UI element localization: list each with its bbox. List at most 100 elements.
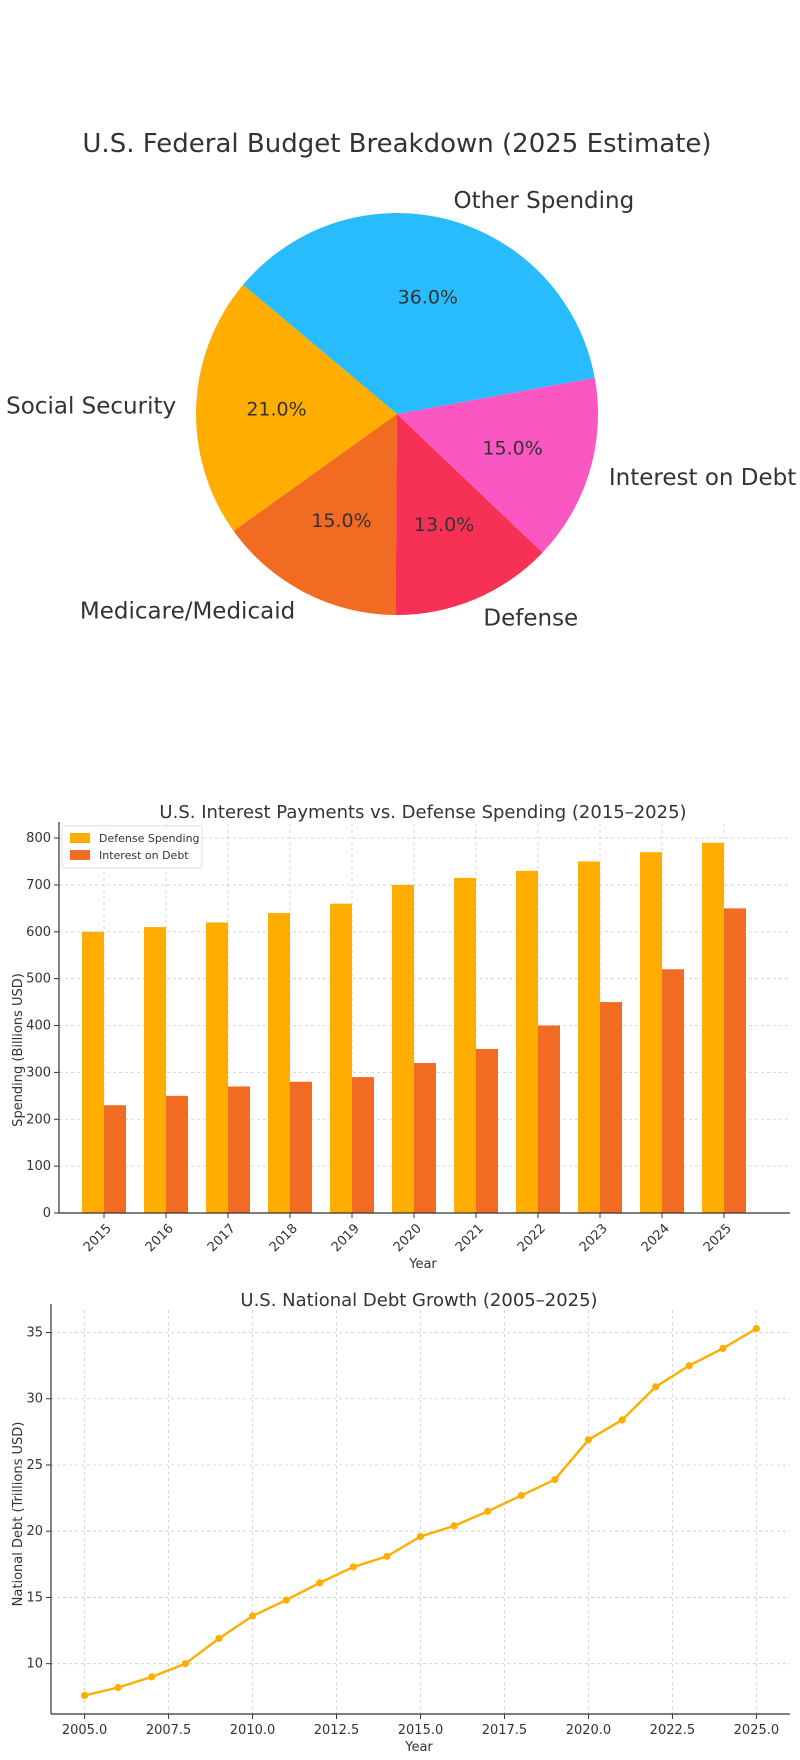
line-point-2013 (349, 1563, 357, 1571)
line-xtick-label: 2012.5 (314, 1723, 360, 1738)
line-ytick-label: 30 (26, 1392, 43, 1407)
line-xtick-label: 2005.0 (62, 1723, 108, 1738)
bar-interest-on-debt-2023 (600, 1002, 622, 1213)
bar-defense-spending-2025 (702, 842, 724, 1213)
pie-pct-label-interest-on-debt: 15.0% (482, 438, 542, 460)
bar-xtick-label: 2022 (515, 1221, 549, 1255)
bar-xtick-label: 2019 (329, 1221, 363, 1255)
bar-ytick-label: 300 (26, 1065, 51, 1080)
bar-ytick-label: 600 (26, 925, 51, 940)
line-point-2011 (282, 1596, 290, 1604)
bar-interest-on-debt-2024 (662, 969, 684, 1213)
line-point-2006 (114, 1683, 122, 1692)
pie-chart-title: U.S. Federal Budget Breakdown (2025 Esti… (82, 129, 711, 159)
bar-defense-spending-2019 (330, 903, 352, 1213)
line-ytick-label: 20 (26, 1524, 43, 1539)
line-ytick-label: 25 (26, 1458, 43, 1473)
line-chart-ylabel: National Debt (Trillions USD) (11, 1422, 26, 1607)
line-point-2022 (652, 1383, 660, 1391)
bar-ytick-label: 200 (26, 1112, 51, 1127)
bar-chart-xlabel: Year (408, 1257, 437, 1272)
line-point-2015 (416, 1532, 425, 1541)
bar-ytick-label: 700 (26, 878, 51, 893)
line-chart-title: U.S. National Debt Growth (2005–2025) (240, 1290, 597, 1311)
pie-slice-other-spending (243, 213, 595, 414)
bar-xtick-label: 2021 (453, 1221, 487, 1255)
bar-xtick-label: 2017 (205, 1221, 239, 1255)
pie-label-other-spending: Other Spending (454, 188, 635, 214)
line-xtick-label: 2025.0 (734, 1723, 780, 1738)
pie-slice-interest-on-debt (397, 377, 599, 553)
legend-swatch-interest (70, 850, 90, 860)
pie-slice-social-security (196, 284, 397, 532)
bar-defense-spending-2015 (82, 931, 104, 1213)
line-xtick-label: 2007.5 (146, 1723, 192, 1738)
bar-ytick-label: 800 (26, 831, 51, 846)
pie-pct-label-defense: 13.0% (414, 514, 474, 536)
pie-chart: U.S. Federal Budget Breakdown (2025 Esti… (6, 129, 796, 632)
bar-marks (82, 842, 746, 1213)
line-point-2019 (551, 1475, 559, 1484)
pie-slice-defense (395, 414, 543, 616)
line-point-2024 (719, 1344, 727, 1353)
bar-interest-on-debt-2018 (290, 1081, 312, 1213)
line-point-2009 (215, 1634, 223, 1643)
line-point-2005 (80, 1691, 89, 1700)
bar-interest-on-debt-2025 (724, 908, 746, 1213)
bar-ytick-label: 0 (43, 1206, 51, 1221)
bar-chart-ylabel: Spending (Billions USD) (11, 973, 26, 1127)
line-point-2025 (752, 1324, 761, 1333)
line-chart-xlabel: Year (404, 1740, 433, 1755)
line-xtick-label: 2017.5 (482, 1723, 528, 1738)
line-xtick-label: 2010.0 (230, 1723, 276, 1738)
pie-pct-label-social-security: 21.0% (246, 398, 306, 420)
bar-xtick-label: 2015 (81, 1221, 115, 1255)
legend-label-interest: Interest on Debt (99, 849, 189, 862)
bar-interest-on-debt-2015 (104, 1105, 126, 1213)
bar-defense-spending-2023 (578, 861, 600, 1213)
legend-swatch-defense (70, 833, 90, 843)
line-point-2012 (316, 1579, 324, 1587)
bar-interest-on-debt-2020 (414, 1063, 436, 1213)
pie-label-social-security: Social Security (6, 394, 176, 420)
line-ytick-label: 15 (26, 1590, 43, 1605)
pie-slice-medicare-medicaid (233, 414, 397, 615)
bar-defense-spending-2021 (454, 877, 476, 1213)
bar-xtick-label: 2024 (639, 1221, 673, 1255)
bar-interest-on-debt-2022 (538, 1025, 560, 1213)
pie-label-medicare-medicaid: Medicare/Medicaid (80, 598, 295, 624)
line-xtick-label: 2020.0 (566, 1723, 612, 1738)
bar-defense-spending-2022 (516, 870, 538, 1213)
bar-xtick-label: 2018 (267, 1221, 301, 1255)
line-axes: 2005.0 2007.5 2010.0 2012.5 2015.0 2017.5 2020… (26, 1304, 790, 1738)
line-point-2007 (148, 1673, 156, 1681)
line-point-2018 (517, 1491, 525, 1500)
bar-xtick-label: 2016 (143, 1221, 177, 1255)
bar-interest-on-debt-2019 (352, 1077, 374, 1213)
line-point-2021 (618, 1416, 626, 1424)
line-ytick-label: 35 (26, 1326, 43, 1341)
bar-ytick-label: 500 (26, 972, 51, 987)
bar-chart-title: U.S. Interest Payments vs. Defense Spend… (159, 802, 686, 823)
line-ytick-label: 10 (26, 1657, 43, 1672)
line-point-2020 (584, 1436, 593, 1444)
line-point-2016 (450, 1522, 458, 1530)
bar-xtick-label: 2023 (577, 1221, 611, 1255)
bar-chart: U.S. Interest Payments vs. Defense Spend… (11, 802, 790, 1272)
line-chart: U.S. National Debt Growth (2005–2025) 20… (11, 1290, 790, 1755)
pie-label-defense: Defense (483, 606, 578, 632)
line-point-2010 (248, 1612, 257, 1620)
line-xtick-label: 2015.0 (398, 1723, 444, 1738)
pie-slices: 21.0% Social Security 15.0% Medicare/Medica… (6, 188, 796, 631)
line-xtick-label: 2022.5 (650, 1723, 696, 1738)
legend-label-defense: Defense Spending (99, 832, 200, 845)
line-point-2008 (181, 1660, 189, 1668)
bar-defense-spending-2024 (640, 852, 662, 1213)
line-point-2014 (383, 1552, 391, 1560)
line-point-2017 (484, 1507, 492, 1515)
bar-defense-spending-2018 (268, 913, 290, 1213)
bar-xtick-label: 2020 (391, 1221, 425, 1255)
line-marks (80, 1324, 761, 1700)
bar-defense-spending-2016 (144, 927, 166, 1213)
pie-label-interest-on-debt: Interest on Debt (609, 465, 796, 491)
